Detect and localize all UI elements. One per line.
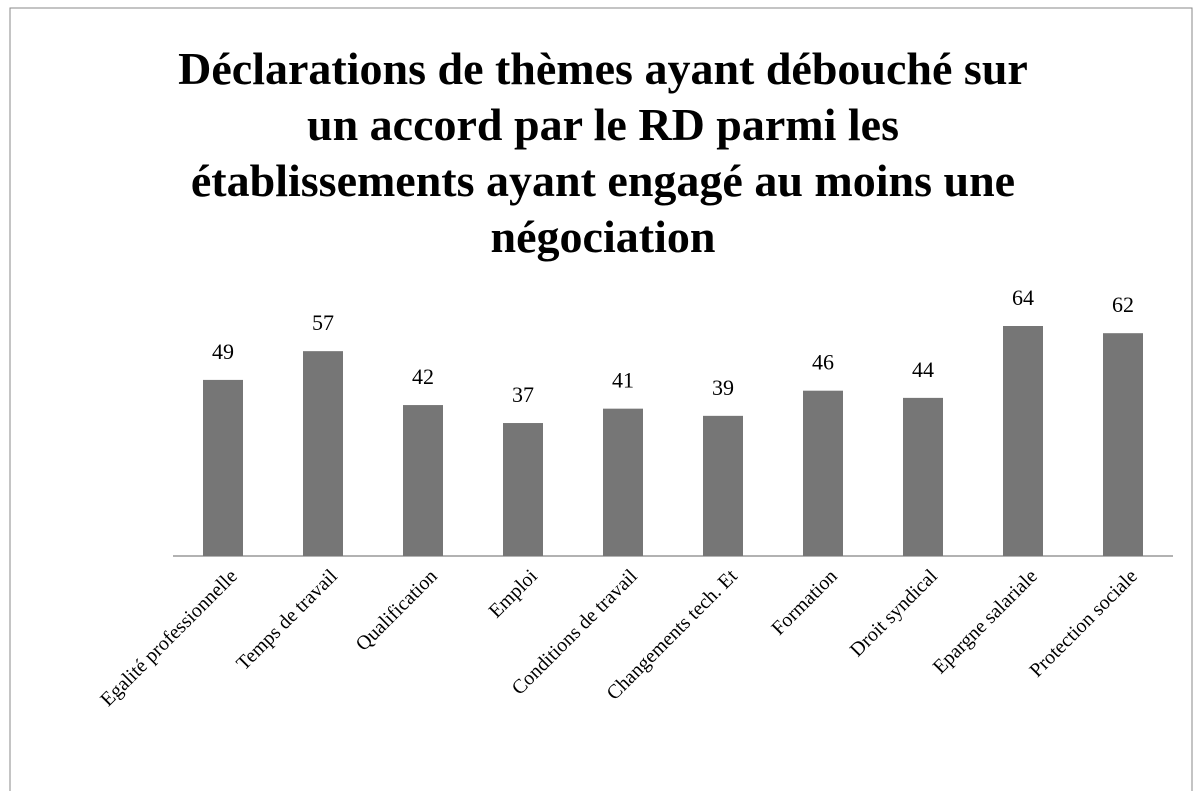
value-label: 64: [1012, 285, 1034, 310]
x-tick-label: Egalité professionnelle: [96, 565, 242, 711]
bar: [603, 408, 643, 556]
x-tick-label: Temps de travail: [232, 565, 342, 675]
x-tick-label: Qualification: [352, 565, 442, 655]
chart-title: Déclarations de thèmes ayant débouché su…: [178, 43, 1028, 262]
value-label: 46: [812, 350, 834, 375]
bar: [703, 415, 743, 556]
value-label: 41: [612, 368, 634, 393]
value-label: 42: [412, 364, 434, 389]
x-tick-label: Epargne salariale: [929, 565, 1042, 678]
x-tick-label: Emploi: [485, 565, 543, 623]
bar: [203, 379, 243, 556]
title-line: négociation: [491, 211, 716, 262]
bar: [303, 351, 343, 556]
title-line: établissements ayant engagé au moins une: [191, 155, 1015, 206]
value-label: 62: [1112, 292, 1134, 317]
bar: [903, 397, 943, 556]
bar: [803, 390, 843, 556]
title-line: un accord par le RD parmi les: [307, 99, 899, 150]
bar: [1103, 333, 1143, 556]
bar: [403, 405, 443, 556]
bar: [503, 423, 543, 556]
bar: [1003, 326, 1043, 556]
chart-border: [9, 7, 1193, 791]
x-tick-label: Formation: [767, 565, 841, 639]
value-label: 49: [212, 339, 234, 364]
value-label: 39: [712, 375, 734, 400]
title-line: Déclarations de thèmes ayant débouché su…: [178, 43, 1028, 94]
x-tick-label: Protection sociale: [1025, 565, 1142, 682]
x-tick-label: Droit syndical: [846, 565, 942, 661]
value-label: 44: [912, 357, 934, 382]
value-label: 37: [512, 382, 534, 407]
value-label: 57: [312, 310, 334, 335]
